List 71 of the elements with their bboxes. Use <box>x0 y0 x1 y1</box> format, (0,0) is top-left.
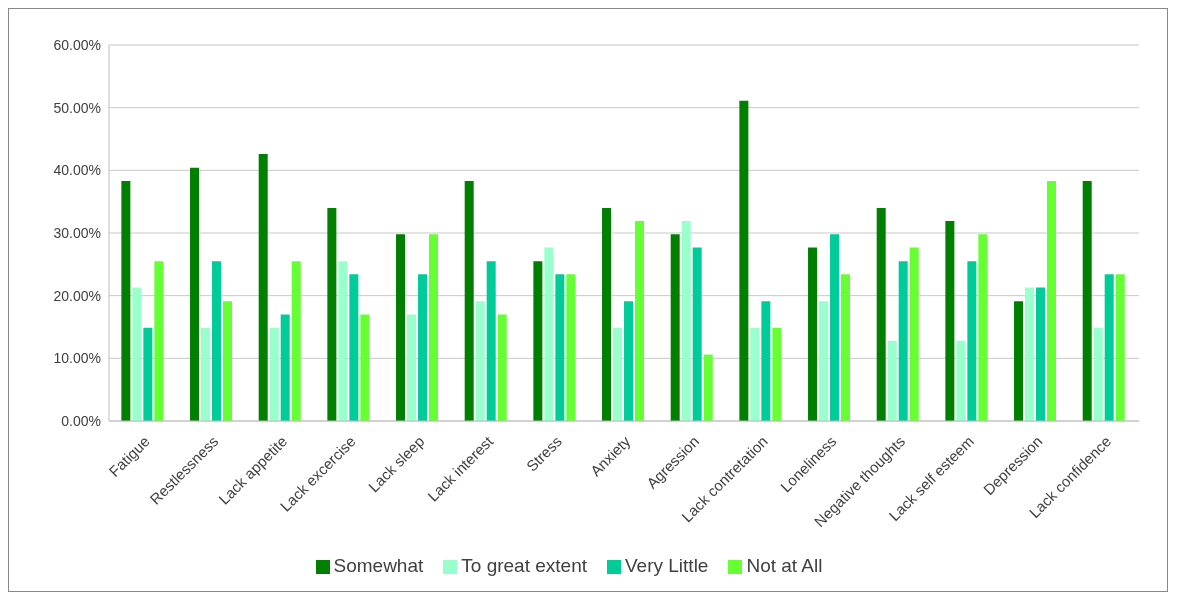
bar <box>602 207 612 421</box>
bar <box>1036 287 1046 421</box>
bar <box>132 287 142 421</box>
bar <box>291 261 301 421</box>
bar <box>876 207 886 421</box>
y-tick-label: 10.00% <box>53 350 101 367</box>
bar <box>1025 287 1035 421</box>
bar <box>486 261 496 421</box>
y-tick-label: 20.00% <box>53 287 101 304</box>
bar <box>624 301 634 421</box>
bar <box>613 327 623 421</box>
y-tick-label: 40.00% <box>53 162 101 179</box>
bar <box>1014 301 1024 421</box>
bar <box>739 100 749 421</box>
bar <box>819 301 829 421</box>
y-tick-label: 0.00% <box>61 412 101 429</box>
legend-label: Not at All <box>746 555 823 576</box>
bar <box>201 327 211 421</box>
bar <box>475 301 485 421</box>
bar <box>269 327 279 421</box>
bar <box>280 314 290 421</box>
bar <box>841 274 851 421</box>
bar <box>407 314 417 421</box>
bar <box>1093 327 1103 421</box>
bar <box>429 234 439 421</box>
bar <box>692 247 702 421</box>
bar <box>533 261 543 421</box>
bar <box>1104 274 1114 421</box>
bar <box>190 167 200 421</box>
bar <box>258 154 268 421</box>
bar <box>1047 180 1057 421</box>
bar <box>566 274 576 421</box>
bar <box>418 274 428 421</box>
legend-label: Very Little <box>625 555 709 576</box>
y-tick-label: 30.00% <box>53 224 101 241</box>
bar <box>544 247 554 421</box>
bar <box>967 261 977 421</box>
bar <box>212 261 222 421</box>
bar <box>750 327 760 421</box>
y-tick-label: 60.00% <box>53 36 101 53</box>
bar <box>1082 180 1092 421</box>
bar <box>154 261 164 421</box>
bar <box>808 247 818 421</box>
bar <box>898 261 908 421</box>
bar <box>396 234 406 421</box>
bar <box>772 327 782 421</box>
bar <box>703 354 713 421</box>
bar <box>464 180 474 421</box>
bar <box>830 234 840 421</box>
bar <box>497 314 507 421</box>
legend-label: Somewhat <box>333 555 424 576</box>
bar <box>887 340 897 421</box>
bar <box>121 180 131 421</box>
bar <box>360 314 370 421</box>
bar <box>956 340 966 421</box>
bar <box>978 234 988 421</box>
bar <box>681 221 691 421</box>
bar <box>945 221 955 421</box>
bar <box>909 247 919 421</box>
bar <box>555 274 565 421</box>
bar <box>223 301 233 421</box>
y-tick-label: 50.00% <box>53 99 101 116</box>
bar <box>670 234 680 421</box>
bar <box>327 207 337 421</box>
bar <box>143 327 153 421</box>
bar <box>761 301 771 421</box>
bar <box>338 261 348 421</box>
legend-label: To great extent <box>461 555 587 576</box>
bar <box>349 274 359 421</box>
bar <box>635 221 645 421</box>
bar <box>1115 274 1125 421</box>
